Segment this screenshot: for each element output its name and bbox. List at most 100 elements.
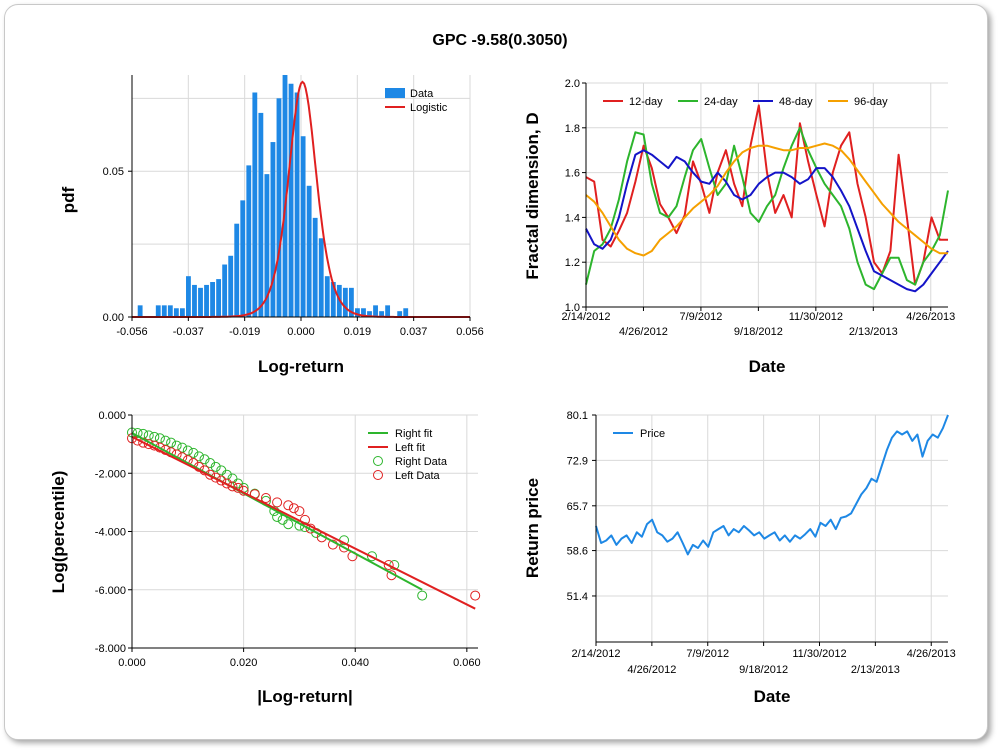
tail-x-tick-label: 0.020 bbox=[230, 657, 258, 669]
hist-bar bbox=[403, 308, 409, 317]
tail-legend-label: Right fit bbox=[395, 428, 432, 440]
tail-left-data-point bbox=[221, 478, 232, 489]
hist-bar bbox=[312, 217, 318, 317]
tail-y-tick-label: -6.000 bbox=[95, 585, 126, 597]
tail-x-tick-label: 0.000 bbox=[118, 657, 146, 669]
hist-legend-swatch bbox=[385, 88, 405, 98]
tail-x-tick-label: 0.060 bbox=[453, 657, 481, 669]
price-series-line bbox=[595, 414, 949, 556]
hist-bar bbox=[300, 136, 306, 317]
price-y-axis-label: Return price bbox=[523, 478, 542, 578]
fractal-y-tick-label: 1.4 bbox=[565, 212, 580, 224]
tail-legend-label: Left Data bbox=[395, 470, 441, 482]
hist-bar bbox=[234, 223, 240, 317]
tail-right-data-point bbox=[177, 442, 188, 453]
tail-right-data-point bbox=[199, 454, 210, 465]
hist-legend-label: Logistic bbox=[410, 102, 448, 114]
fractal-x-tick-label: 9/18/2012 bbox=[734, 326, 783, 338]
tail-legend-label: Right Data bbox=[395, 456, 448, 468]
fractal-series-line bbox=[585, 149, 949, 293]
fractal-y-tick-label: 1.2 bbox=[565, 257, 580, 269]
price-x-tick-label: 4/26/2013 bbox=[907, 648, 956, 660]
hist-bar bbox=[276, 98, 282, 317]
fractal-x-tick-label: 2/14/2012 bbox=[562, 311, 611, 323]
hist-bar bbox=[240, 200, 246, 317]
tail-right-data-point bbox=[210, 461, 221, 472]
chart-frame bbox=[4, 4, 988, 740]
hist-x-tick-label: -0.019 bbox=[229, 326, 260, 338]
tail-left-data-point bbox=[272, 497, 283, 508]
tail-y-tick-label: -8.000 bbox=[95, 643, 126, 655]
hist-x-tick-label: 0.056 bbox=[456, 326, 484, 338]
tail-right-data-point bbox=[366, 551, 377, 562]
hist-bar bbox=[318, 238, 324, 317]
price-y-tick-label: 80.1 bbox=[567, 410, 588, 422]
tail-left-data-point bbox=[470, 590, 481, 601]
hist-bar bbox=[137, 305, 143, 317]
price-x-tick-label: 11/30/2012 bbox=[792, 648, 846, 660]
hist-x-tick-label: -0.037 bbox=[173, 326, 204, 338]
fractal-y-tick-label: 1.6 bbox=[565, 168, 580, 180]
hist-bar bbox=[385, 305, 391, 317]
hist-bar bbox=[361, 308, 366, 317]
tail-left-data-point bbox=[288, 503, 299, 514]
tail-right-data-point bbox=[188, 447, 199, 458]
tail-x-tick-label: 0.040 bbox=[341, 657, 369, 669]
hist-bar bbox=[342, 287, 348, 317]
hist-legend-label: Data bbox=[410, 88, 434, 100]
hist-y-axis-label: pdf bbox=[59, 186, 78, 213]
fractal-x-tick-label: 2/13/2013 bbox=[849, 326, 898, 338]
price-y-tick-label: 51.4 bbox=[567, 591, 588, 603]
hist-bar bbox=[379, 311, 384, 317]
hist-bar bbox=[192, 284, 197, 317]
hist-bar bbox=[373, 305, 378, 317]
tail-right-data-point bbox=[283, 519, 294, 530]
price-y-tick-label: 72.9 bbox=[567, 455, 588, 467]
hist-bar bbox=[198, 287, 203, 317]
price-x-tick-label: 2/13/2013 bbox=[851, 664, 900, 676]
tail-y-tick-label: 0.000 bbox=[98, 410, 126, 422]
hist-bar bbox=[397, 311, 403, 317]
tail-left-data-point bbox=[383, 559, 394, 570]
tail-y-axis-label: Log(percentile) bbox=[49, 471, 68, 594]
hist-bar bbox=[222, 264, 228, 317]
hist-bar bbox=[155, 305, 161, 317]
hist-y-tick-label: 0.00 bbox=[103, 312, 124, 324]
fractal-y-tick-label: 1.8 bbox=[565, 123, 580, 135]
hist-bar bbox=[167, 305, 173, 317]
tail-legend-swatch bbox=[373, 470, 383, 480]
hist-bar bbox=[204, 284, 209, 317]
tail-right-data-point bbox=[193, 451, 204, 462]
hist-bar bbox=[216, 279, 222, 317]
fractal-legend-label: 24-day bbox=[704, 96, 738, 108]
hist-bar bbox=[330, 282, 336, 317]
hist-bar bbox=[173, 308, 179, 317]
hist-bar bbox=[355, 308, 360, 317]
hist-bar bbox=[210, 282, 215, 317]
fractal-x-tick-label: 4/26/2012 bbox=[619, 326, 668, 338]
hist-bar bbox=[288, 83, 294, 318]
price-x-tick-label: 7/9/2012 bbox=[686, 648, 729, 660]
tail-legend-label: Left fit bbox=[395, 442, 425, 454]
fractal-x-axis-label: Date bbox=[749, 357, 786, 376]
tail-right-data-point bbox=[166, 437, 177, 448]
tail-left-data-point bbox=[216, 475, 227, 486]
price-x-tick-label: 9/18/2012 bbox=[739, 664, 788, 676]
fractal-legend-label: 48-day bbox=[779, 96, 813, 108]
hist-bar bbox=[179, 308, 185, 317]
fractal-x-tick-label: 4/26/2013 bbox=[906, 311, 955, 323]
hist-x-tick-label: -0.056 bbox=[116, 326, 147, 338]
fractal-y-tick-label: 2.0 bbox=[565, 78, 580, 90]
hist-x-axis-label: Log-return bbox=[258, 357, 344, 376]
tail-right-data-point bbox=[417, 590, 428, 601]
tail-x-axis-label: |Log-return| bbox=[257, 687, 352, 706]
fractal-series-line bbox=[585, 142, 948, 257]
hist-bar bbox=[270, 142, 276, 317]
tail-y-tick-label: -2.000 bbox=[95, 468, 126, 480]
tail-left-fit-line bbox=[131, 435, 476, 610]
tail-right-data-point bbox=[227, 473, 238, 484]
fractal-y-tick-label: 1.0 bbox=[565, 302, 580, 314]
tail-legend-swatch bbox=[373, 456, 383, 466]
tail-right-data-point bbox=[205, 458, 216, 469]
